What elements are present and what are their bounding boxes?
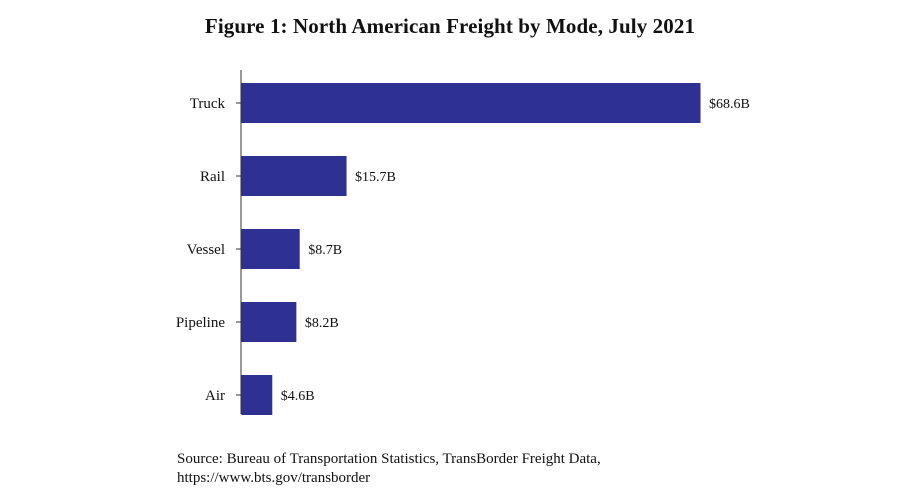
value-label-truck: $68.6B: [709, 97, 750, 112]
category-label-vessel: Vessel: [187, 242, 225, 258]
source-line-2: https://www.bts.gov/transborder: [177, 470, 371, 486]
category-label-pipeline: Pipeline: [176, 315, 226, 331]
category-label-truck: Truck: [190, 96, 226, 112]
value-label-air: $4.6B: [281, 389, 315, 404]
bar-air: [241, 375, 273, 415]
bar-pipeline: [241, 302, 297, 342]
value-label-vessel: $8.7B: [308, 243, 342, 258]
category-label-air: Air: [205, 388, 225, 404]
category-label-rail: Rail: [200, 169, 225, 185]
value-label-rail: $15.7B: [355, 170, 396, 185]
source-note: Source: Bureau of Transportation Statist…: [177, 450, 601, 488]
chart-title: Figure 1: North American Freight by Mode…: [204, 14, 696, 38]
value-label-pipeline: $8.2B: [305, 316, 339, 331]
bar-rail: [241, 156, 347, 196]
source-line-1: Source: Bureau of Transportation Statist…: [177, 451, 601, 467]
bar-vessel: [241, 229, 300, 269]
bar-truck: [241, 83, 701, 123]
